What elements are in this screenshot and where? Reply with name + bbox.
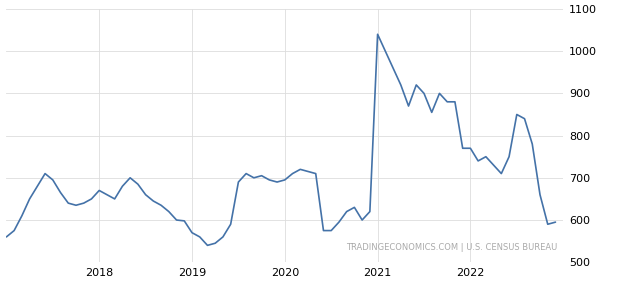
Text: TRADINGECONOMICS.COM | U.S. CENSUS BUREAU: TRADINGECONOMICS.COM | U.S. CENSUS BUREA… (346, 243, 557, 252)
